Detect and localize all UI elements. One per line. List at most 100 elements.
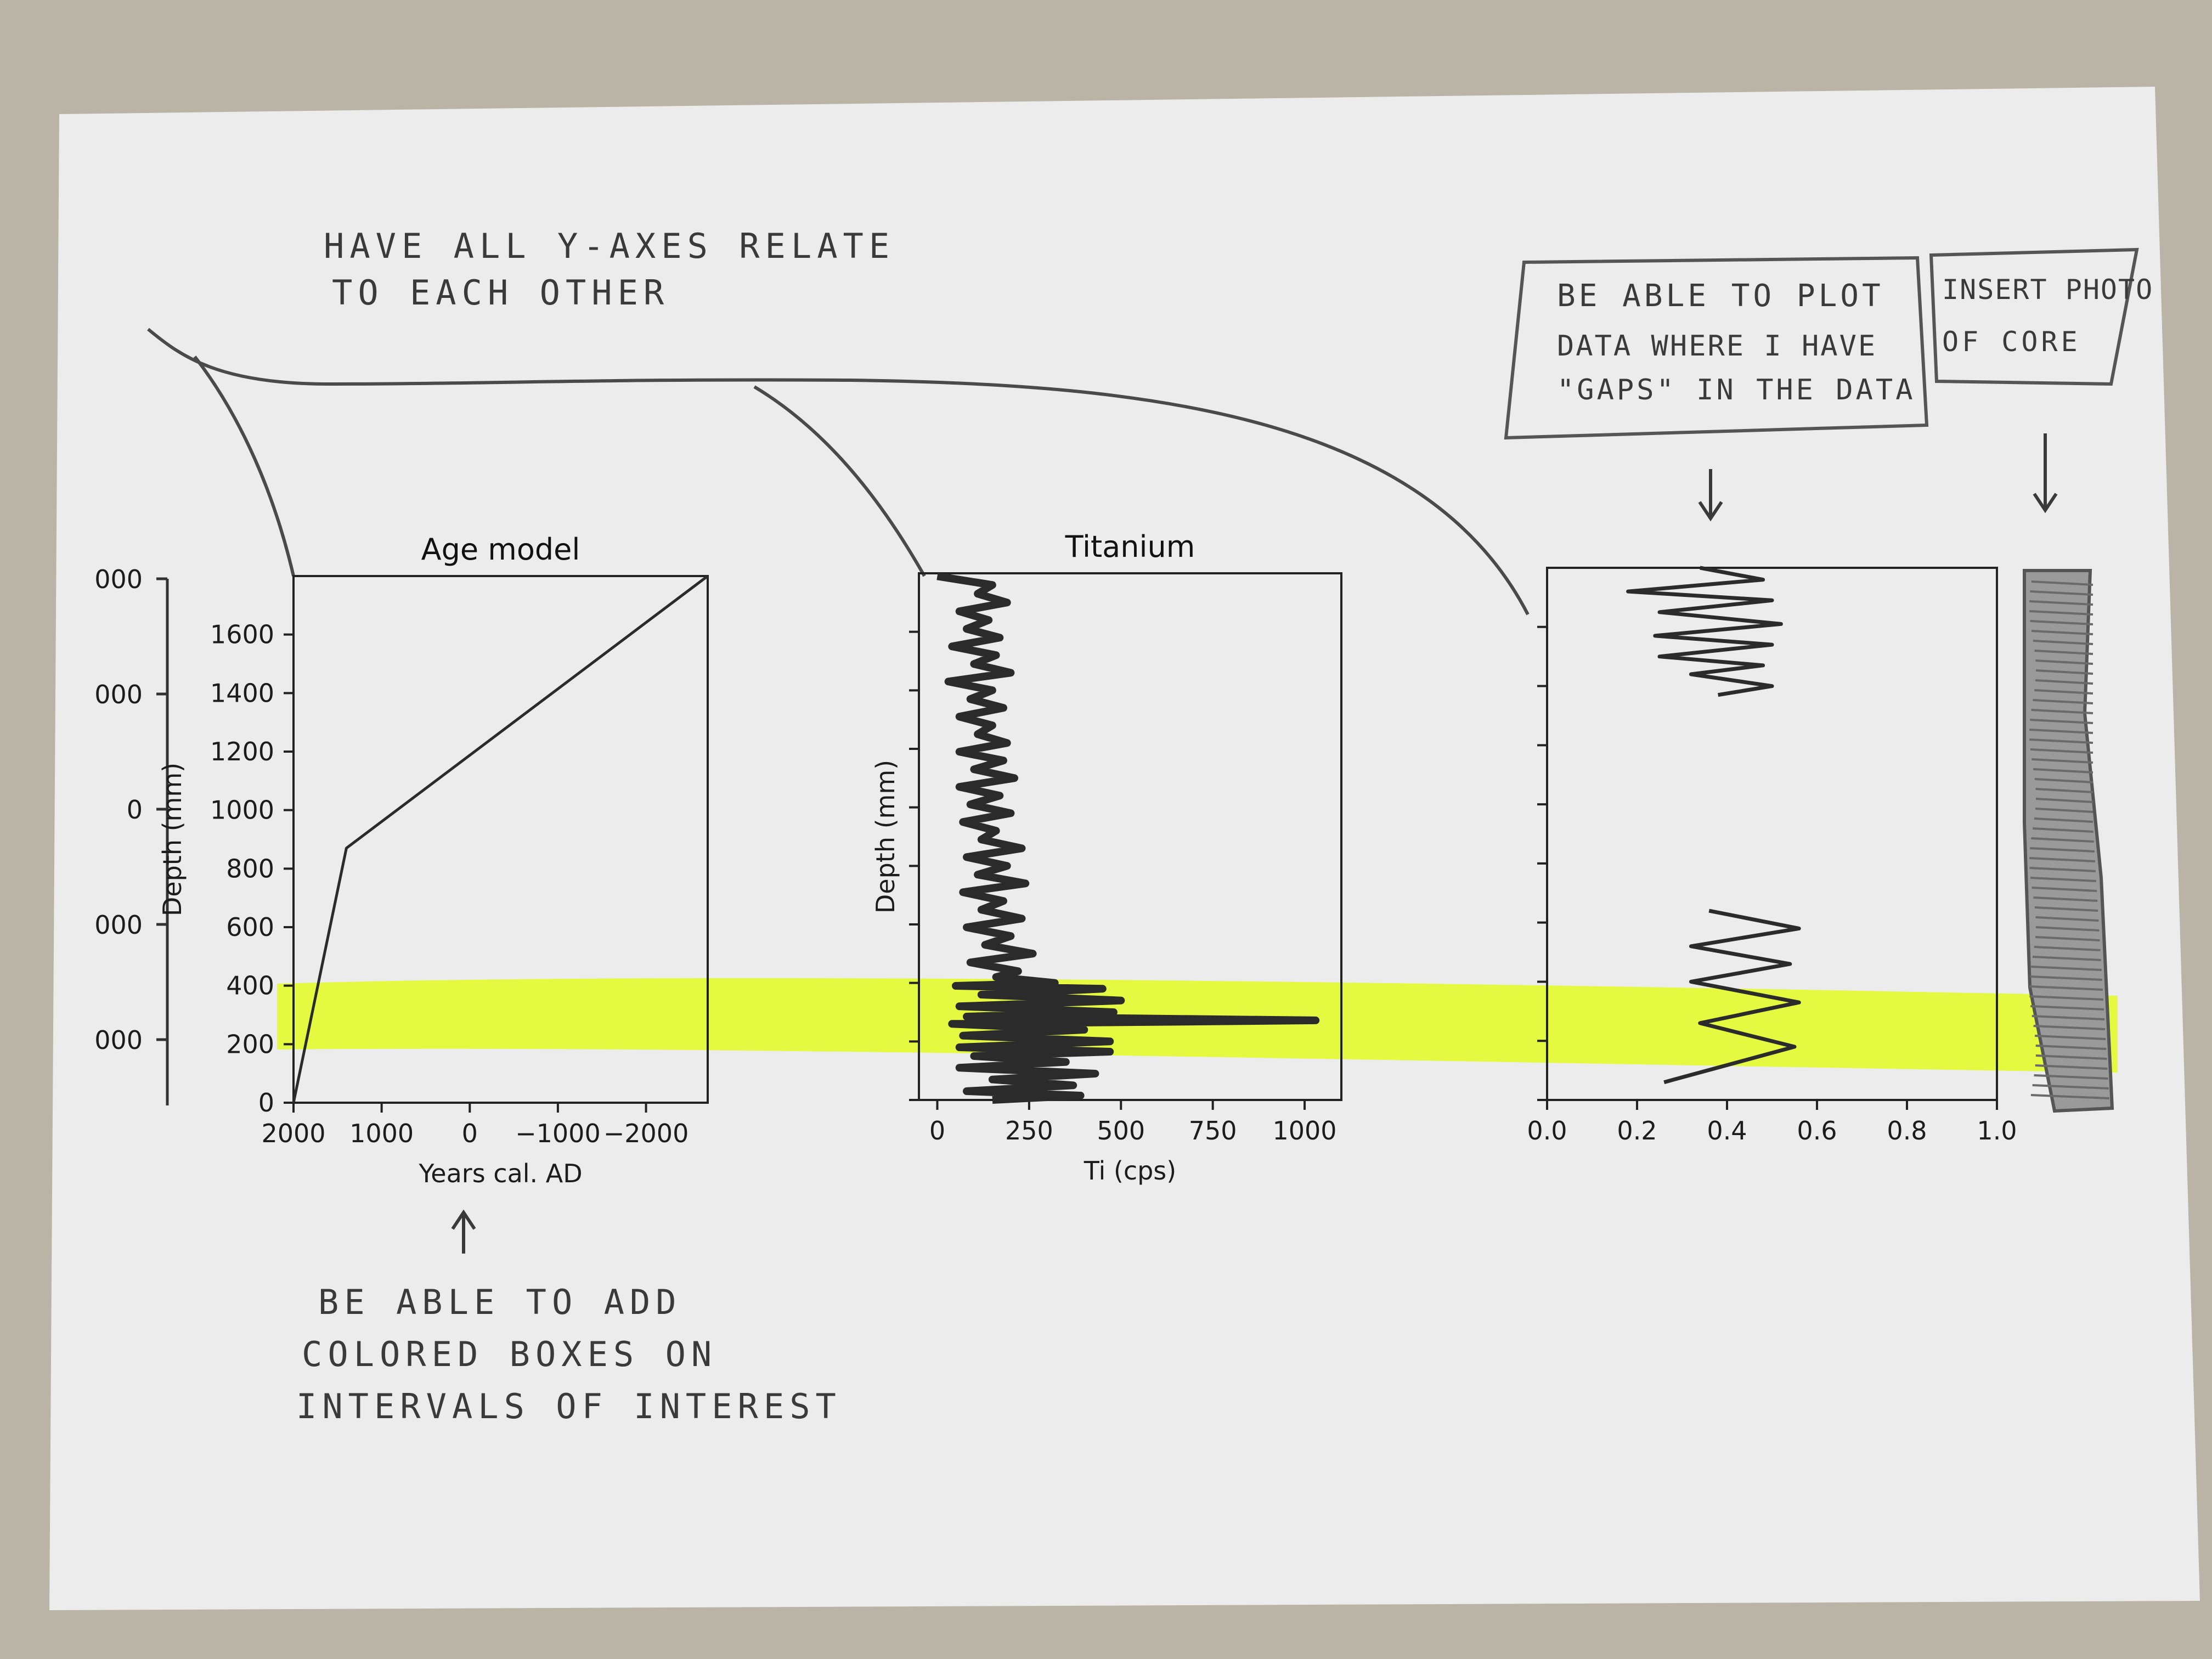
core-hatch-mark <box>2029 857 2095 862</box>
top-note-line-2: TO EACH OTHER <box>332 273 669 313</box>
connector-curves <box>147 328 1530 616</box>
x-tick-label: 0.8 <box>1887 1116 1927 1146</box>
y-tick-label: 1600 <box>210 620 274 650</box>
core-hatch-mark <box>2033 768 2094 774</box>
core-hatch-mark <box>2029 975 2102 981</box>
gaps-note-line-1: BE ABLE TO PLOT <box>1557 278 1884 314</box>
core-hatch-mark <box>2035 659 2094 665</box>
data-line <box>936 572 1320 1104</box>
chart-title: Age model <box>421 532 580 567</box>
x-tick-label: 2000 <box>261 1119 325 1148</box>
gaps-chart: 0.0 0.2 0.4 0.6 0.8 1.0 <box>1527 566 2017 1146</box>
core-hatch-mark <box>2032 956 2101 961</box>
gaps-note-line-3: "GAPS" IN THE DATA <box>1557 374 1916 407</box>
core-hatch-mark <box>2033 699 2094 704</box>
x-tick-label: 0 <box>929 1116 945 1146</box>
x-tick-label: 0.0 <box>1527 1116 1567 1146</box>
y-tick-label: 1400 <box>210 678 274 708</box>
plot-frame <box>292 575 709 1104</box>
core-hatch-mark <box>2035 936 2100 941</box>
arrow-down-icon <box>2033 433 2058 514</box>
x-tick-label: 750 <box>1189 1116 1237 1146</box>
core-hatch-mark <box>2035 1054 2107 1060</box>
core-hatch-mark <box>2032 1084 2109 1090</box>
core-hatch-mark <box>2031 837 2094 843</box>
boxes-note-line-1: BE ABLE TO ADD <box>318 1282 682 1322</box>
core-hatch-mark <box>2029 867 2096 872</box>
data-segment-0 <box>1626 566 1783 697</box>
core-hatch-mark <box>2034 650 2094 655</box>
plot-frame <box>918 572 1342 1101</box>
core-hatch-mark <box>2035 926 2100 932</box>
y-tick-label: 400 <box>226 971 274 1001</box>
x-tick-label: 0.2 <box>1617 1116 1657 1146</box>
core-hatch-mark <box>2031 630 2094 635</box>
core-hatch-mark <box>2029 729 2094 734</box>
arrow-up-icon <box>451 1209 476 1254</box>
y-tick-label: 0 <box>258 1088 274 1118</box>
x-tick-label: 250 <box>1005 1116 1053 1146</box>
x-tick-label: −2000 <box>603 1119 689 1148</box>
boxes-note-line-2: COLORED BOXES ON <box>302 1334 717 1374</box>
core-hatch-mark <box>2030 719 2094 724</box>
left-axis-label-4: 000 <box>94 1025 143 1055</box>
core-hatch-mark <box>2030 1094 2109 1099</box>
arrows <box>451 433 2058 1254</box>
y-axis-label: Depth (mm) <box>157 763 187 916</box>
core-hatch-mark <box>2034 1074 2108 1080</box>
chart-title: Titanium <box>1065 529 1195 564</box>
x-axis-label: Ti (cps) <box>1084 1156 1176 1186</box>
core-hatch-mark <box>2035 1035 2106 1040</box>
x-tick-label: −1000 <box>515 1119 601 1148</box>
x-tick-label: 0.6 <box>1797 1116 1837 1146</box>
core-photo-sketch <box>2023 569 2114 1113</box>
core-hatch-mark <box>2030 877 2097 882</box>
core-hatch-mark <box>2032 758 2094 764</box>
left-axis-label-2: 0 <box>127 795 143 825</box>
x-tick-label: 0.4 <box>1707 1116 1747 1146</box>
y-tick-label: 1000 <box>210 795 274 825</box>
core-hatch-mark <box>2032 887 2097 892</box>
core-hatch-mark <box>2034 778 2094 783</box>
core-hatch-mark <box>2029 600 2094 606</box>
core-hatch-mark <box>2034 689 2094 695</box>
core-hatch-mark <box>2035 679 2094 685</box>
core-hatch-mark <box>2030 590 2094 596</box>
core-hatch-mark <box>2029 985 2103 991</box>
core-hatch-mark <box>2034 906 2098 912</box>
core-hatch-mark <box>2035 669 2094 675</box>
core-hatch-mark <box>2030 748 2094 754</box>
core-hatch-mark <box>2035 916 2099 922</box>
core-hatch-mark <box>2030 1005 2104 1011</box>
y-tick-label: 800 <box>226 854 274 883</box>
core-hatch-mark <box>2029 995 2104 1001</box>
core-hatch-mark <box>2033 640 2094 645</box>
photo-note-line-1: INSERT PHOTO <box>1942 274 2153 306</box>
core-hatch-mark <box>2029 738 2094 744</box>
data-line <box>292 575 709 1103</box>
left-axis-label-1: 000 <box>94 680 143 709</box>
y-axis-label: Depth (mm) <box>871 760 900 913</box>
core-hatch-mark <box>2030 620 2094 625</box>
paper-sheet <box>49 87 2200 1610</box>
x-tick-label: 1.0 <box>1977 1116 2017 1146</box>
x-tick-label: 500 <box>1097 1116 1145 1146</box>
core-hatch-mark <box>2031 966 2102 971</box>
left-axis-label-3: 000 <box>94 910 143 940</box>
top-note-line-1: HAVE ALL Y-AXES RELATE <box>324 226 895 266</box>
data-segment-1 <box>1663 909 1801 1085</box>
core-hatch-mark <box>2034 817 2094 823</box>
core-hatch-mark <box>2031 580 2094 586</box>
x-tick-label: 0 <box>462 1119 478 1148</box>
core-hatch-mark <box>2033 896 2098 902</box>
left-axis-label-0: 000 <box>94 565 143 594</box>
plot-frame <box>1546 567 1998 1101</box>
core-hatch-mark <box>2035 1064 2108 1070</box>
y-tick-label: 600 <box>226 912 274 942</box>
y-tick-label: 1200 <box>210 737 274 766</box>
core-hatch-mark <box>2035 788 2094 793</box>
y-tick-label: 200 <box>226 1029 274 1059</box>
arrow-down-icon <box>1698 469 1723 522</box>
